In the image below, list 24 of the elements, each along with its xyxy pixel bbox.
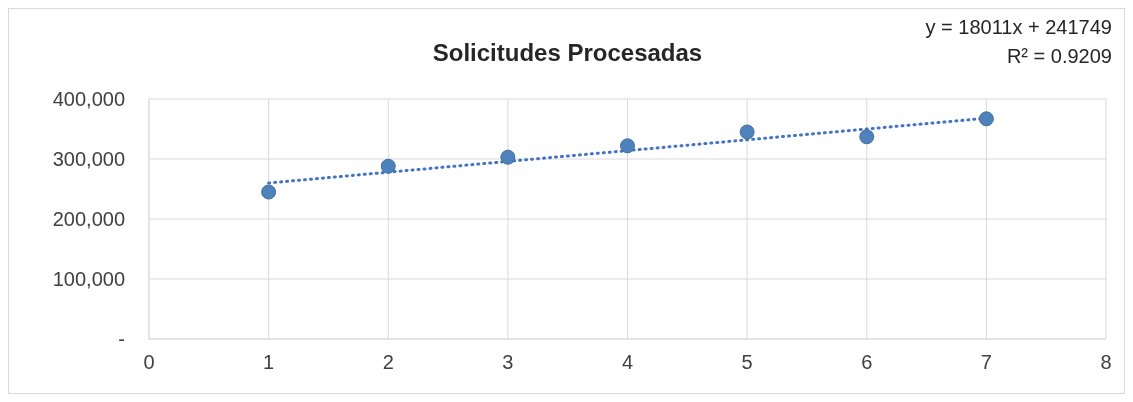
x-tick-label: 2 — [382, 351, 394, 374]
point — [739, 124, 755, 140]
y-tick-label: - — [118, 328, 125, 351]
point — [620, 138, 635, 154]
x-tick-label: 1 — [263, 351, 275, 374]
y-tick-label: 400,000 — [52, 88, 125, 111]
point — [859, 129, 875, 145]
chart-title: Solicitudes Procesadas — [432, 39, 703, 66]
text: R² = 0.9209 — [1005, 44, 1112, 69]
point — [380, 158, 396, 174]
text: y = 18011x + 241749 — [925, 15, 1112, 40]
x-tick-label: 7 — [980, 351, 992, 374]
x-tick-label: 6 — [861, 351, 873, 374]
x-tick-label: 4 — [621, 351, 634, 374]
point — [500, 149, 516, 165]
x-tick-label: 5 — [741, 351, 753, 374]
x-tick-label: 3 — [502, 351, 514, 374]
x-tick-label: 0 — [143, 351, 155, 374]
x-tick-label: 8 — [1100, 351, 1112, 374]
point — [978, 111, 994, 127]
y-tick-label: 300,000 — [52, 148, 125, 171]
point — [261, 184, 277, 200]
y-tick-label: 200,000 — [52, 208, 125, 231]
y-tick-label: 100,000 — [52, 268, 125, 291]
